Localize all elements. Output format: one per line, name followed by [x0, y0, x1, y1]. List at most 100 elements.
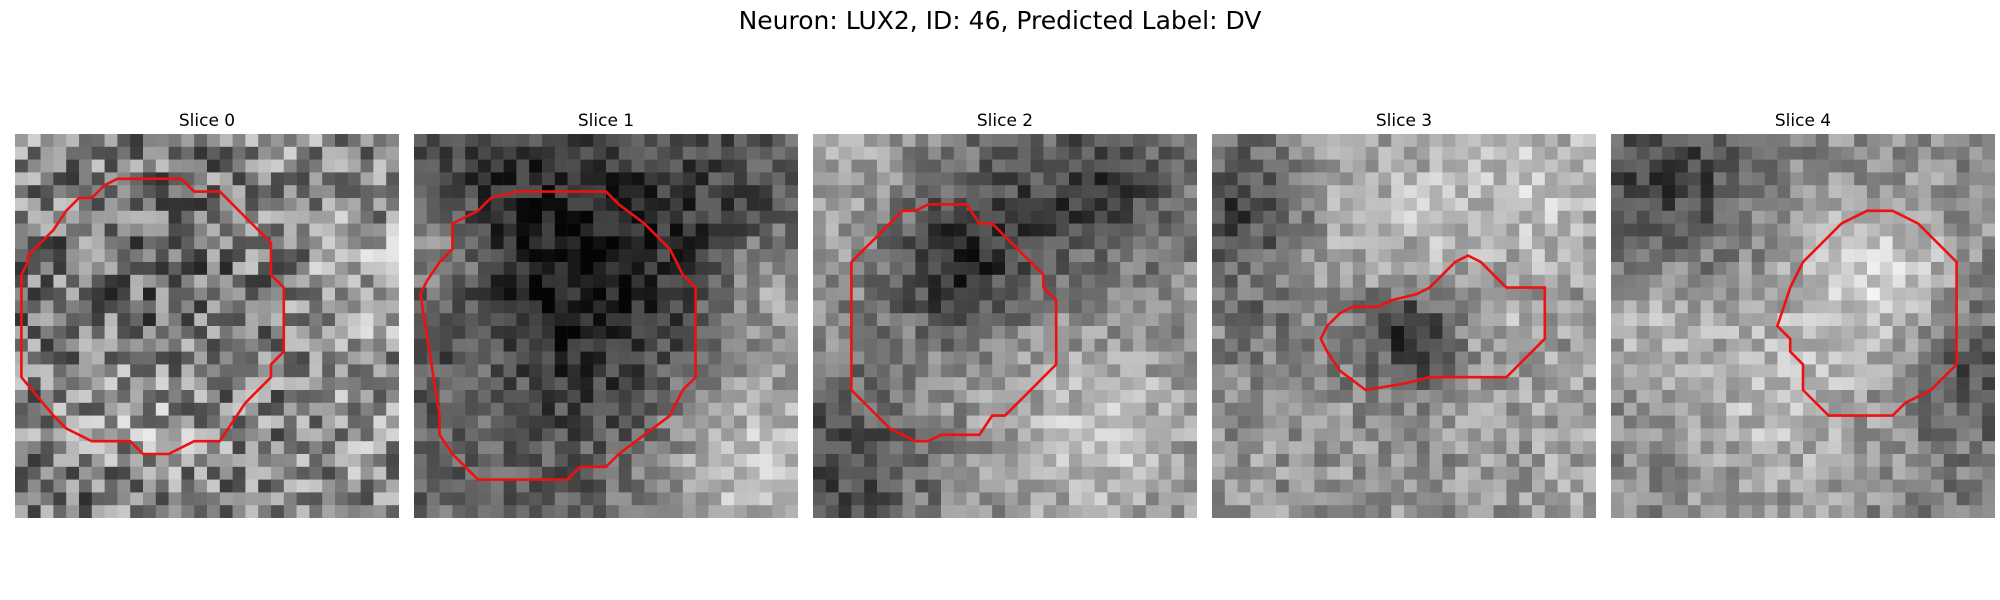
- pixel-cell: [1815, 454, 1829, 468]
- pixel-cell: [670, 364, 684, 378]
- pixel-cell: [928, 492, 942, 506]
- pixel-cell: [1404, 428, 1418, 442]
- pixel-cell: [825, 454, 839, 468]
- pixel-cell: [813, 428, 827, 442]
- pixel-cell: [1081, 300, 1095, 314]
- pixel-cell: [1069, 364, 1083, 378]
- pixel-cell: [682, 146, 696, 160]
- pixel-cell: [889, 249, 903, 263]
- pixel-cell: [1905, 313, 1919, 327]
- pixel-cell: [877, 249, 891, 263]
- pixel-cell: [155, 210, 169, 224]
- pixel-cell: [1687, 287, 1701, 301]
- pixel-cell: [1314, 262, 1328, 276]
- pixel-cell: [838, 313, 852, 327]
- pixel-cell: [772, 415, 786, 429]
- pixel-cell: [1506, 351, 1520, 365]
- pixel-cell: [889, 441, 903, 455]
- pixel-cell: [322, 390, 336, 404]
- pixel-cell: [478, 466, 492, 480]
- pixel-cell: [232, 351, 246, 365]
- pixel-cell: [1700, 249, 1714, 263]
- pixel-cell: [721, 492, 735, 506]
- pixel-cell: [1107, 505, 1121, 518]
- pixel-cell: [1069, 428, 1083, 442]
- pixel-cell: [1288, 236, 1302, 250]
- pixel-cell: [439, 185, 453, 199]
- pixel-cell: [1854, 236, 1868, 250]
- pixel-cell: [1171, 505, 1185, 518]
- pixel-cell: [1713, 300, 1727, 314]
- pixel-cell: [155, 441, 169, 455]
- pixel-cell: [838, 479, 852, 493]
- pixel-cell: [1263, 159, 1277, 173]
- slice-panel-0: Slice 0: [15, 108, 399, 518]
- pixel-cell: [825, 479, 839, 493]
- pixel-cell: [1726, 402, 1740, 416]
- pixel-cell: [682, 390, 696, 404]
- pixel-cell: [1611, 134, 1625, 148]
- pixel-cell: [283, 262, 297, 276]
- pixel-cell: [838, 159, 852, 173]
- pixel-cell: [1570, 185, 1584, 199]
- pixel-cell: [1056, 364, 1070, 378]
- pixel-cell: [478, 236, 492, 250]
- pixel-cell: [207, 415, 221, 429]
- pixel-cell: [1751, 313, 1765, 327]
- pixel-cell: [1005, 390, 1019, 404]
- pixel-cell: [851, 313, 865, 327]
- pixel-cell: [657, 249, 671, 263]
- pixel-cell: [1314, 454, 1328, 468]
- pixel-cell: [1519, 377, 1533, 391]
- pixel-cell: [1043, 313, 1057, 327]
- pixel-cell: [580, 198, 594, 212]
- pixel-cell: [1675, 146, 1689, 160]
- pixel-cell: [1263, 249, 1277, 263]
- pixel-cell: [219, 274, 233, 288]
- pixel-cell: [207, 466, 221, 480]
- pixel-cell: [168, 300, 182, 314]
- pixel-cell: [1030, 146, 1044, 160]
- pixel-cell: [695, 402, 709, 416]
- pixel-cell: [1557, 159, 1571, 173]
- pixel-cell: [1841, 466, 1855, 480]
- pixel-cell: [232, 364, 246, 378]
- pixel-cell: [889, 313, 903, 327]
- pixel-cell: [414, 262, 428, 276]
- pixel-cell: [1854, 159, 1868, 173]
- pixel-cell: [1352, 134, 1366, 148]
- pixel-cell: [941, 364, 955, 378]
- pixel-cell: [915, 441, 929, 455]
- pixel-cell: [40, 185, 54, 199]
- pixel-cell: [439, 492, 453, 506]
- pixel-cell: [992, 159, 1006, 173]
- pixel-cell: [335, 313, 349, 327]
- pixel-cell: [1145, 198, 1159, 212]
- pixel-cell: [478, 300, 492, 314]
- pixel-cell: [928, 390, 942, 404]
- pixel-cell: [928, 364, 942, 378]
- pixel-cell: [155, 338, 169, 352]
- pixel-cell: [1017, 377, 1031, 391]
- pixel-cell: [347, 274, 361, 288]
- pixel-cell: [979, 159, 993, 173]
- pixel-cell: [554, 377, 568, 391]
- pixel-cell: [207, 505, 221, 518]
- pixel-cell: [1662, 262, 1676, 276]
- pixel-cell: [1905, 287, 1919, 301]
- pixel-cell: [117, 300, 131, 314]
- pixel-cell: [580, 441, 594, 455]
- pixel-cell: [1700, 185, 1714, 199]
- pixel-cell: [117, 274, 131, 288]
- pixel-cell: [117, 338, 131, 352]
- pixel-cell: [1493, 172, 1507, 186]
- pixel-cell: [465, 351, 479, 365]
- pixel-cell: [1017, 326, 1031, 340]
- pixel-cell: [1687, 262, 1701, 276]
- pixel-cell: [593, 210, 607, 224]
- pixel-cell: [15, 210, 29, 224]
- pixel-cell: [1468, 479, 1482, 493]
- pixel-cell: [117, 134, 131, 148]
- pixel-cell: [877, 364, 891, 378]
- pixel-cell: [979, 338, 993, 352]
